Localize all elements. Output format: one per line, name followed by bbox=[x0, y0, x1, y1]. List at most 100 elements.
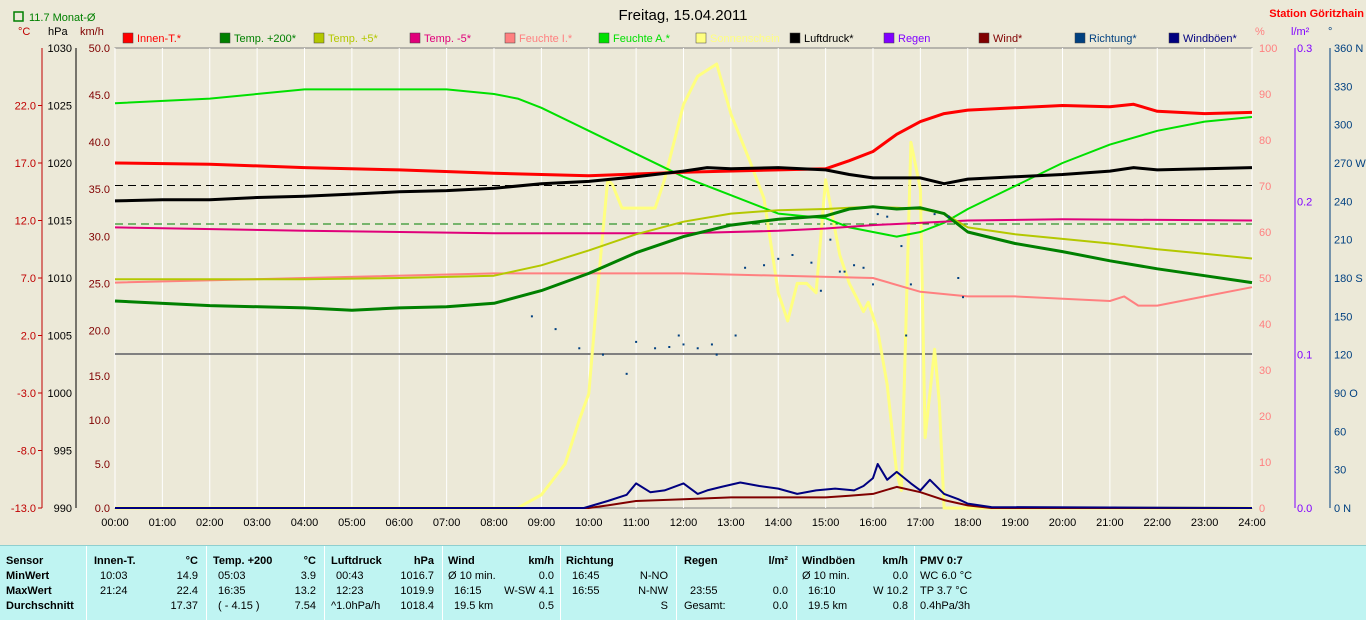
richtung-point bbox=[791, 254, 794, 256]
kmh-tick-label: 35.0 bbox=[89, 184, 110, 196]
station-name: Station Göritzhain bbox=[1269, 8, 1364, 20]
hpa-tick-label: 1030 bbox=[48, 43, 72, 55]
stats-innen-max-time: 21:24 bbox=[100, 585, 128, 597]
stats-min-label: MinWert bbox=[6, 570, 50, 582]
stats-windboeen-title: Windböen bbox=[802, 555, 856, 567]
richtung-point bbox=[957, 277, 960, 279]
percent-tick-label: 30 bbox=[1259, 365, 1271, 377]
x-tick-label: 14:00 bbox=[764, 517, 792, 529]
x-tick-label: 22:00 bbox=[1143, 517, 1171, 529]
x-tick-label: 11:00 bbox=[623, 517, 650, 529]
percent-tick-label: 70 bbox=[1259, 181, 1271, 193]
hpa-tick-label: 1015 bbox=[48, 216, 72, 228]
stats-richtung-column: Richtung 16:45 N-NO 16:55 N-NW S bbox=[562, 546, 677, 620]
legend-label: Temp. -5* bbox=[424, 33, 472, 45]
rain-tick-label: 0.2 bbox=[1297, 196, 1312, 208]
richtung-point bbox=[668, 346, 671, 348]
richtung-point bbox=[862, 266, 865, 269]
stats-windboeen-min-note: Ø 10 min. bbox=[802, 570, 850, 582]
legend-swatch bbox=[789, 32, 801, 44]
kmh-tick-label: 0.0 bbox=[95, 503, 110, 515]
richtung-point bbox=[843, 270, 846, 273]
hpa-tick-label: 995 bbox=[54, 446, 72, 458]
x-tick-label: 00:00 bbox=[101, 517, 129, 529]
stats-temp200-min-time: 05:03 bbox=[218, 570, 246, 582]
richtung-point bbox=[677, 334, 680, 337]
percent-tick-label: 10 bbox=[1259, 457, 1271, 469]
unit-label: km/h bbox=[80, 26, 104, 38]
stats-windboeen-min-value: 0.0 bbox=[892, 570, 908, 582]
legend-swatch bbox=[313, 32, 325, 44]
percent-tick-label: 20 bbox=[1259, 411, 1271, 423]
temp-tick-label: -13.0 bbox=[11, 503, 36, 515]
rain-tick-label: 0.1 bbox=[1297, 350, 1312, 362]
legend-label: Temp. +200* bbox=[234, 33, 297, 45]
richtung-point bbox=[715, 353, 718, 356]
stats-innen-min-time: 10:03 bbox=[100, 570, 128, 582]
richtung-point bbox=[763, 264, 766, 267]
x-tick-label: 04:00 bbox=[291, 517, 319, 529]
richtung-point bbox=[962, 296, 965, 299]
temp-tick-label: 22.0 bbox=[15, 101, 36, 113]
x-tick-label: 19:00 bbox=[1001, 517, 1029, 529]
deg-tick-label: 90 O bbox=[1334, 388, 1358, 400]
series-line-sonnenschein bbox=[115, 62, 1252, 510]
x-tick-label: 18:00 bbox=[954, 517, 982, 529]
stats-pmv-line1: WC 6.0 °C bbox=[920, 570, 973, 582]
richtung-point bbox=[554, 328, 557, 331]
legend-swatch bbox=[122, 32, 134, 44]
stats-temp200-unit: °C bbox=[303, 555, 316, 567]
deg-tick-label: 270 W bbox=[1334, 158, 1366, 170]
chart-area: 22.0 17.0 12.0 7.0 2.0 -3.0 -8.0 -13.0 1030 1025 1… bbox=[10, 7, 1366, 529]
kmh-tick-label: 5.0 bbox=[95, 459, 110, 471]
stats-windboeen-max-value: W 10.2 bbox=[873, 585, 908, 597]
x-tick-label: 17:00 bbox=[907, 517, 935, 529]
series-line-feuchte-a- bbox=[114, 88, 1253, 238]
temp-tick-label: 17.0 bbox=[15, 158, 36, 170]
series-line-feuchte-i- bbox=[114, 272, 1253, 307]
kmh-tick-label: 10.0 bbox=[89, 415, 110, 427]
richtung-point bbox=[886, 215, 889, 218]
hpa-tick-label: 1020 bbox=[48, 158, 72, 170]
x-tick-label: 20:00 bbox=[1049, 517, 1077, 529]
series-line-windb-en- bbox=[115, 463, 1253, 509]
stats-wind-avg-value: 0.5 bbox=[538, 600, 554, 612]
stats-wind-max-time: 16:15 bbox=[454, 585, 482, 597]
deg-tick-label: 0 N bbox=[1334, 503, 1351, 515]
legend-label: Luftdruck* bbox=[804, 33, 854, 45]
richtung-point bbox=[696, 347, 699, 350]
kmh-tick-label: 45.0 bbox=[89, 90, 110, 102]
stats-luftdruck-column: Luftdruck hPa 00:43 1016.7 12:23 1019.9 … bbox=[326, 546, 443, 620]
x-tick-label: 05:00 bbox=[338, 517, 366, 529]
deg-tick-label: 360 N bbox=[1334, 43, 1363, 55]
stats-innen-min-value: 14.9 bbox=[176, 570, 198, 582]
legend-label: Feuchte A.* bbox=[613, 33, 671, 45]
richtung-point bbox=[710, 343, 713, 346]
richtung-point bbox=[900, 245, 903, 248]
legend-swatch bbox=[504, 32, 516, 44]
series-line-temp-5- bbox=[115, 205, 1253, 281]
stats-regen-title: Regen bbox=[684, 555, 718, 567]
temp-tick-label: -3.0 bbox=[17, 388, 36, 400]
x-tick-label: 07:00 bbox=[433, 517, 461, 529]
richtung-point bbox=[625, 372, 628, 375]
richtung-point bbox=[876, 213, 879, 216]
richtung-point bbox=[578, 347, 581, 350]
richtung-point bbox=[947, 215, 950, 218]
richtung-point bbox=[734, 334, 737, 337]
unit-label: hPa bbox=[48, 26, 68, 38]
legend-swatch bbox=[883, 32, 895, 44]
stats-wind-avg-note: 19.5 km bbox=[454, 600, 494, 612]
stats-luftdruck-avg-value: 1018.4 bbox=[400, 600, 434, 612]
stats-richtung-avg-value: S bbox=[660, 600, 668, 612]
legend-label: Windböen* bbox=[1183, 33, 1238, 45]
stats-temp200-min-value: 3.9 bbox=[300, 570, 316, 582]
richtung-point bbox=[744, 266, 747, 269]
unit-label: l/m² bbox=[1291, 26, 1310, 38]
stats-wind-unit: km/h bbox=[528, 555, 554, 567]
stats-pmv-line3: 0.4hPa/3h bbox=[920, 600, 971, 612]
unit-label: ° bbox=[1328, 26, 1332, 38]
stats-windboeen-avg-value: 0.8 bbox=[892, 600, 908, 612]
hpa-tick-label: 990 bbox=[54, 503, 72, 515]
richtung-point bbox=[838, 270, 841, 273]
